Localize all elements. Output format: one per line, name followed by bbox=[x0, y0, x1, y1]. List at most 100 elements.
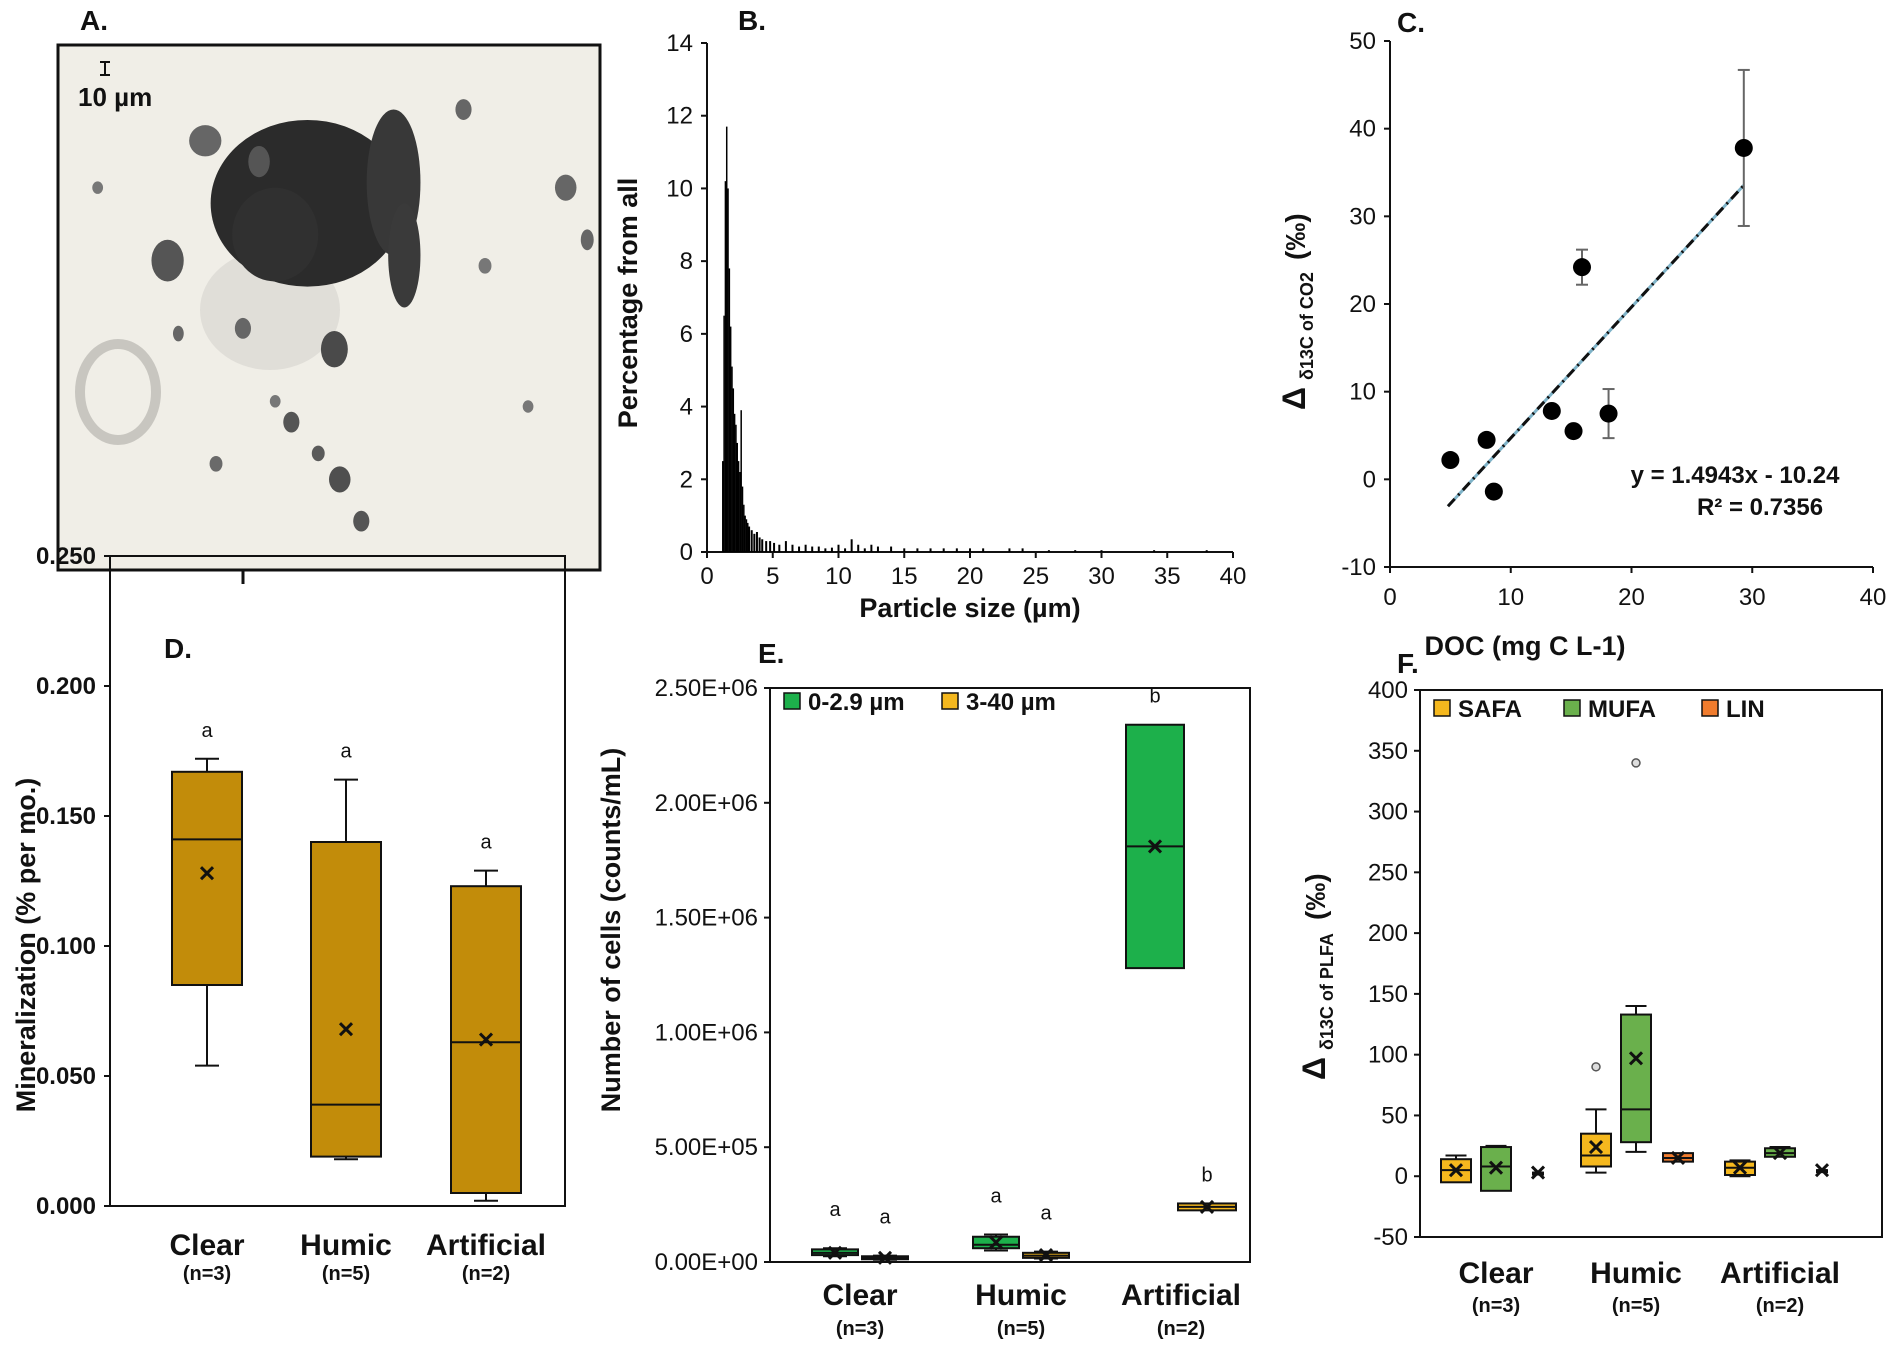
b-bar bbox=[723, 315, 725, 552]
f-ylabel: Δ δ13C of PLFA (‰) bbox=[1296, 873, 1337, 1080]
b-bar bbox=[769, 541, 772, 552]
d-plot-frame bbox=[109, 555, 566, 1207]
b-bar bbox=[890, 546, 893, 552]
particle-12 bbox=[234, 317, 251, 339]
b-xtick-label: 15 bbox=[891, 563, 918, 590]
d-sig-label: a bbox=[201, 720, 213, 742]
c-ytick-label: 40 bbox=[1349, 116, 1376, 143]
c-ytick-label: 20 bbox=[1349, 291, 1376, 318]
b-bar bbox=[747, 522, 749, 552]
f-clear-safa-mean bbox=[1448, 1163, 1464, 1178]
f-ytick-label: 50 bbox=[1381, 1102, 1408, 1129]
b-ytick-label: 10 bbox=[666, 175, 693, 202]
b-bar bbox=[724, 181, 727, 552]
e-sig-label: a bbox=[829, 1199, 841, 1221]
d-category-label: Clear bbox=[169, 1229, 244, 1262]
panel-c: C. -10 0 10 20 30 40 50 0 10 20 30 40 DOC (mg C L-1… bbox=[1276, 7, 1886, 661]
b-bar bbox=[830, 547, 833, 552]
c-xtick-label: 20 bbox=[1618, 584, 1645, 611]
particle-14 bbox=[455, 99, 472, 120]
b-bar bbox=[1100, 550, 1103, 552]
d-ytick-label: 0.250 bbox=[36, 543, 96, 570]
f-ytick-label: 350 bbox=[1368, 738, 1408, 765]
particle-6 bbox=[248, 145, 270, 178]
b-bar bbox=[744, 515, 746, 552]
f-clear-mufa-mean bbox=[1488, 1160, 1504, 1175]
e-ytick-label: 0.00E+00 bbox=[655, 1249, 758, 1276]
c-xtick-label: 30 bbox=[1739, 584, 1766, 611]
fit-equation: y = 1.4943x - 10.24 bbox=[1631, 462, 1840, 489]
c-point-5 bbox=[1572, 258, 1591, 277]
e-clear-1-mean bbox=[877, 1250, 893, 1265]
f-n-label: (n=5) bbox=[1612, 1295, 1660, 1317]
b-ytick-label: 8 bbox=[680, 248, 693, 275]
panel-c-label: C. bbox=[1397, 7, 1425, 38]
c-ytick-label: 50 bbox=[1349, 28, 1376, 55]
particle-9 bbox=[311, 445, 325, 462]
e-plot-frame bbox=[769, 687, 1251, 1263]
fit-line-under bbox=[1446, 184, 1745, 508]
particle-19 bbox=[522, 400, 534, 413]
f-legend-label-0: SAFA bbox=[1458, 696, 1522, 723]
c-point-2 bbox=[1484, 482, 1503, 501]
e-legend-swatch-1 bbox=[941, 692, 959, 710]
e-artificial-0-mean bbox=[1147, 839, 1163, 854]
b-bar bbox=[755, 532, 758, 552]
c-point-3 bbox=[1542, 401, 1561, 420]
c-xtick-label: 10 bbox=[1497, 584, 1524, 611]
d-artificial-mean bbox=[478, 1032, 494, 1047]
b-bar bbox=[969, 548, 971, 552]
e-category-label: Artificial bbox=[1121, 1279, 1241, 1312]
d-humic-mean bbox=[338, 1022, 354, 1037]
b-xtick-label: 0 bbox=[700, 563, 713, 590]
e-ytick-label: 5.00E+05 bbox=[655, 1134, 758, 1161]
f-ytick-label: 400 bbox=[1368, 677, 1408, 704]
b-bar bbox=[773, 542, 776, 552]
e-humic-0-mean bbox=[988, 1235, 1004, 1250]
c-ylabel-unit: (‰) bbox=[1280, 213, 1311, 260]
b-bar bbox=[737, 461, 740, 552]
e-category-label: Clear bbox=[822, 1279, 897, 1312]
e-sig-label: b bbox=[1201, 1164, 1212, 1186]
c-point-4 bbox=[1564, 422, 1583, 441]
b-bar bbox=[798, 546, 801, 552]
b-bar bbox=[1021, 548, 1024, 552]
e-sig-label: a bbox=[1040, 1203, 1052, 1225]
b-ytick-label: 0 bbox=[680, 539, 693, 566]
e-category-label: Humic bbox=[975, 1279, 1067, 1312]
e-legend-label-0: 0-2.9 µm bbox=[808, 689, 905, 716]
particle-20 bbox=[269, 395, 281, 408]
f-n-label: (n=2) bbox=[1756, 1295, 1804, 1317]
c-ylabel-delta: Δ bbox=[1276, 387, 1312, 410]
particle-7 bbox=[320, 330, 348, 368]
d-clear-box bbox=[171, 770, 243, 986]
particle-10 bbox=[329, 466, 351, 493]
f-ytick-label: 200 bbox=[1368, 920, 1408, 947]
panel-b-label: B. bbox=[738, 5, 766, 36]
b-bar bbox=[741, 486, 744, 552]
f-humic-mufa-mean bbox=[1628, 1051, 1644, 1066]
b-bar bbox=[1047, 550, 1050, 552]
panel-f: F. -50 0 50 100 150 200 250 300 350 400 Clear (n=3)… bbox=[1296, 648, 1883, 1317]
b-xtick-label: 10 bbox=[825, 563, 852, 590]
f-legend-label-2: LIN bbox=[1726, 696, 1765, 723]
panel-d: D. 0.0000.0500.1000.1500.2000.250aClear(… bbox=[11, 543, 566, 1285]
panel-f-label: F. bbox=[1397, 648, 1419, 679]
c-point-1 bbox=[1477, 430, 1496, 449]
c-ytick-label: 0 bbox=[1363, 466, 1376, 493]
fit-r2: R² = 0.7356 bbox=[1697, 494, 1823, 521]
particle-21 bbox=[92, 181, 104, 194]
b-bar bbox=[863, 548, 866, 552]
particle-5 bbox=[189, 125, 222, 157]
b-xlabel: Particle size (µm) bbox=[859, 593, 1080, 623]
c-point-6 bbox=[1599, 404, 1618, 423]
b-bar bbox=[876, 546, 879, 552]
b-bar bbox=[903, 548, 906, 552]
d-n-label: (n=3) bbox=[183, 1263, 231, 1285]
c-ytick-label: -10 bbox=[1341, 554, 1376, 581]
b-bar bbox=[736, 442, 738, 552]
f-legend-label-1: MUFA bbox=[1588, 696, 1656, 723]
e-ytick-label: 1.50E+06 bbox=[655, 905, 758, 932]
b-bar bbox=[870, 544, 873, 552]
